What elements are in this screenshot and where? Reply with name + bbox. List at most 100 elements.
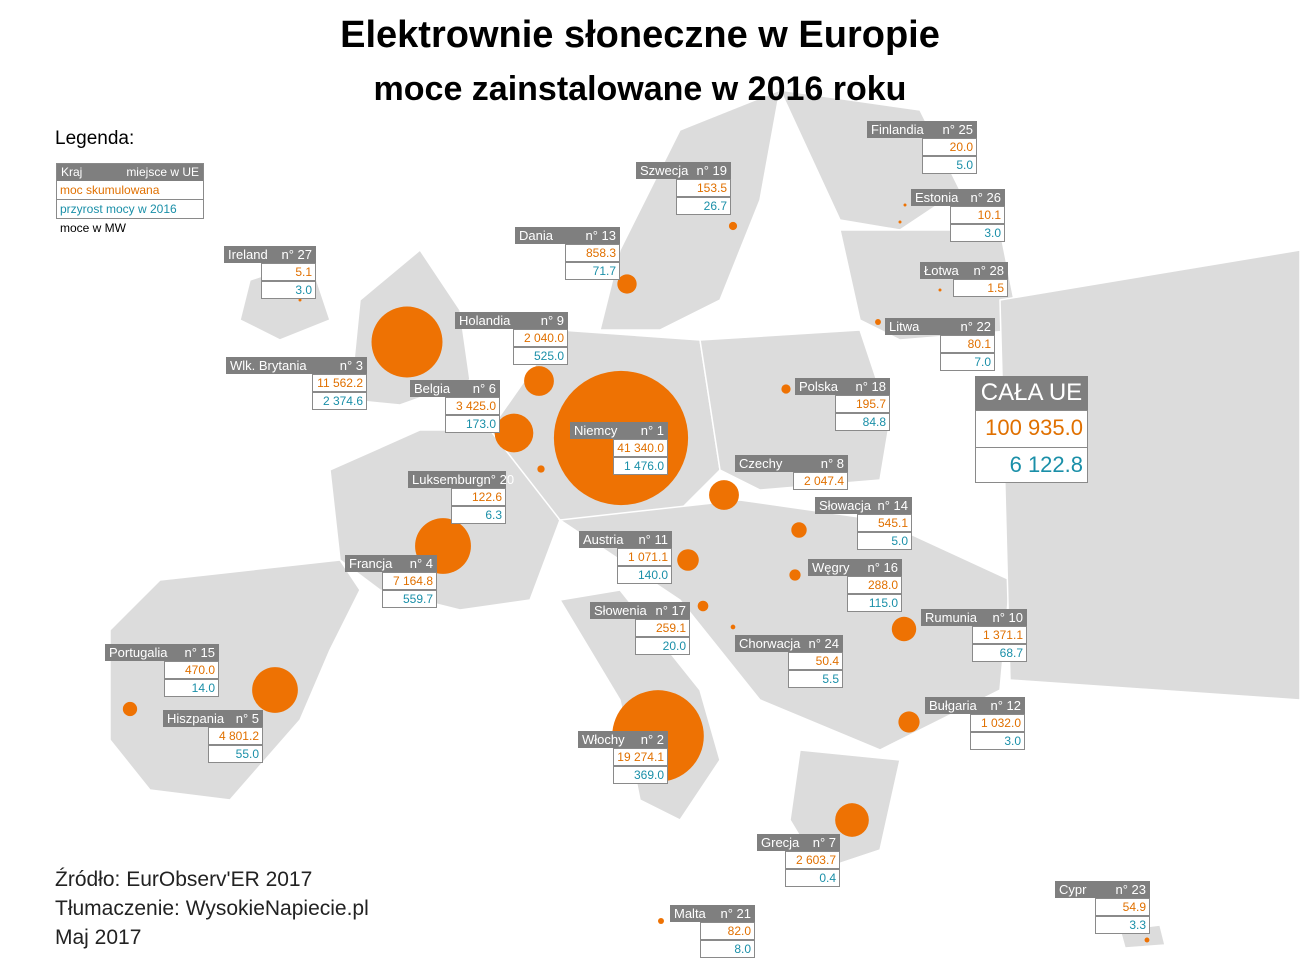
country-name: Dania — [519, 228, 553, 243]
country-header: Finlandia n° 25 — [867, 121, 977, 138]
country-header: Dania n° 13 — [515, 227, 620, 244]
bubble — [677, 549, 699, 571]
bubble — [298, 298, 302, 302]
growth: 3.0 — [970, 732, 1025, 750]
country-rank: n° 6 — [472, 381, 496, 396]
bubble — [617, 274, 637, 294]
cumulative: 3 425.0 — [445, 397, 500, 415]
country-name: Chorwacja — [739, 636, 801, 651]
bubble — [1144, 937, 1150, 943]
bubble — [728, 221, 738, 231]
country-header: Hiszpania n° 5 — [163, 710, 263, 727]
growth: 3.3 — [1095, 916, 1150, 934]
source-line: Maj 2017 — [55, 926, 142, 949]
country-rank: n° 22 — [960, 319, 991, 334]
country-rank: n° 2 — [640, 732, 664, 747]
growth: 369.0 — [613, 766, 668, 784]
country-name: Węgry — [812, 560, 850, 575]
cumulative: 1.5 — [953, 279, 1008, 297]
cumulative: 470.0 — [164, 661, 219, 679]
country-name: Belgia — [414, 381, 451, 396]
country-rank: n° 15 — [184, 645, 215, 660]
cumulative: 4 801.2 — [208, 727, 263, 745]
cumulative: 288.0 — [847, 576, 902, 594]
country-header: Włochy n° 2 — [578, 731, 668, 748]
country-rank: n° 10 — [992, 610, 1023, 625]
growth: 3.0 — [261, 281, 316, 299]
bubble — [524, 366, 554, 396]
bubble — [891, 616, 917, 642]
bubble — [789, 569, 801, 581]
cumulative: 7 164.8 — [382, 572, 437, 590]
growth: 7.0 — [940, 353, 995, 371]
growth: 1 476.0 — [613, 457, 668, 475]
cumulative: 858.3 — [565, 244, 620, 262]
country-header: Węgry n° 16 — [808, 559, 902, 576]
growth: 8.0 — [700, 940, 755, 958]
country-name: Finlandia — [871, 122, 924, 137]
growth: 84.8 — [835, 413, 890, 431]
eu-growth: 6 122.8 — [975, 448, 1088, 483]
country-header: Polska n° 18 — [795, 378, 890, 395]
cumulative: 2 603.7 — [785, 851, 840, 869]
title: Elektrownie słoneczne w Europie — [340, 14, 940, 56]
bubble — [252, 667, 298, 713]
growth: 14.0 — [164, 679, 219, 697]
growth: 173.0 — [445, 415, 500, 433]
bubble — [709, 480, 739, 510]
country-name: Czechy — [739, 456, 783, 471]
country-rank: n° 24 — [808, 636, 839, 651]
source: Źródło: EurObserv'ER 2017 Tłumaczenie: W… — [55, 865, 369, 952]
cumulative: 82.0 — [700, 922, 755, 940]
cumulative: 545.1 — [857, 514, 912, 532]
bubble — [875, 319, 881, 325]
cumulative: 50.4 — [788, 652, 843, 670]
cumulative: 2 047.4 — [793, 472, 848, 490]
country-header: Estonia n° 26 — [911, 189, 1005, 206]
country-header: Słowacja n° 14 — [815, 497, 912, 514]
country-header: Francja n° 4 — [345, 555, 437, 572]
legend-unit: moce w MW — [60, 221, 126, 235]
growth: 68.7 — [972, 644, 1027, 662]
growth: 2 374.6 — [312, 392, 367, 410]
legend-cumulative: moc skumulowana — [57, 181, 203, 200]
growth: 5.5 — [788, 670, 843, 688]
cumulative: 54.9 — [1095, 898, 1150, 916]
country-header: Bułgaria n° 12 — [925, 697, 1025, 714]
growth: 6.3 — [451, 506, 506, 524]
source-line: Źródło: EurObserv'ER 2017 — [55, 868, 313, 891]
country-header: Belgia n° 6 — [410, 380, 500, 397]
country-name: Austria — [583, 532, 624, 547]
country-rank: n° 28 — [973, 263, 1004, 278]
cumulative: 20.0 — [922, 138, 977, 156]
eu-title: CAŁA UE — [975, 376, 1088, 410]
country-rank: n° 19 — [696, 163, 727, 178]
legend-title: Legenda: — [55, 128, 135, 149]
country-rank: n° 8 — [820, 456, 844, 471]
growth: 71.7 — [565, 262, 620, 280]
country-name: Holandia — [459, 313, 511, 328]
country-rank: n° 1 — [640, 423, 664, 438]
growth: 55.0 — [208, 745, 263, 763]
country-header: Austria n° 11 — [579, 531, 672, 548]
growth: 525.0 — [513, 347, 568, 365]
country-header: Litwa n° 22 — [885, 318, 995, 335]
country-header: Wlk. Brytania n° 3 — [226, 357, 367, 374]
country-name: Bułgaria — [929, 698, 977, 713]
growth: 26.7 — [676, 197, 731, 215]
growth: 0.4 — [785, 869, 840, 887]
country-header: Grecja n° 7 — [757, 834, 840, 851]
country-rank: n° 20 — [483, 472, 515, 487]
country-rank: n° 5 — [235, 711, 259, 726]
growth: 5.0 — [922, 156, 977, 174]
country-header: Łotwa n° 28 — [920, 262, 1008, 279]
country-rank: n° 27 — [281, 247, 312, 262]
country-rank: n° 26 — [970, 190, 1001, 205]
bubble — [730, 624, 736, 630]
country-header: Szwecja n° 19 — [636, 162, 731, 179]
cumulative: 1 371.1 — [972, 626, 1027, 644]
country-rank: n° 13 — [585, 228, 616, 243]
cumulative: 1 032.0 — [970, 714, 1025, 732]
